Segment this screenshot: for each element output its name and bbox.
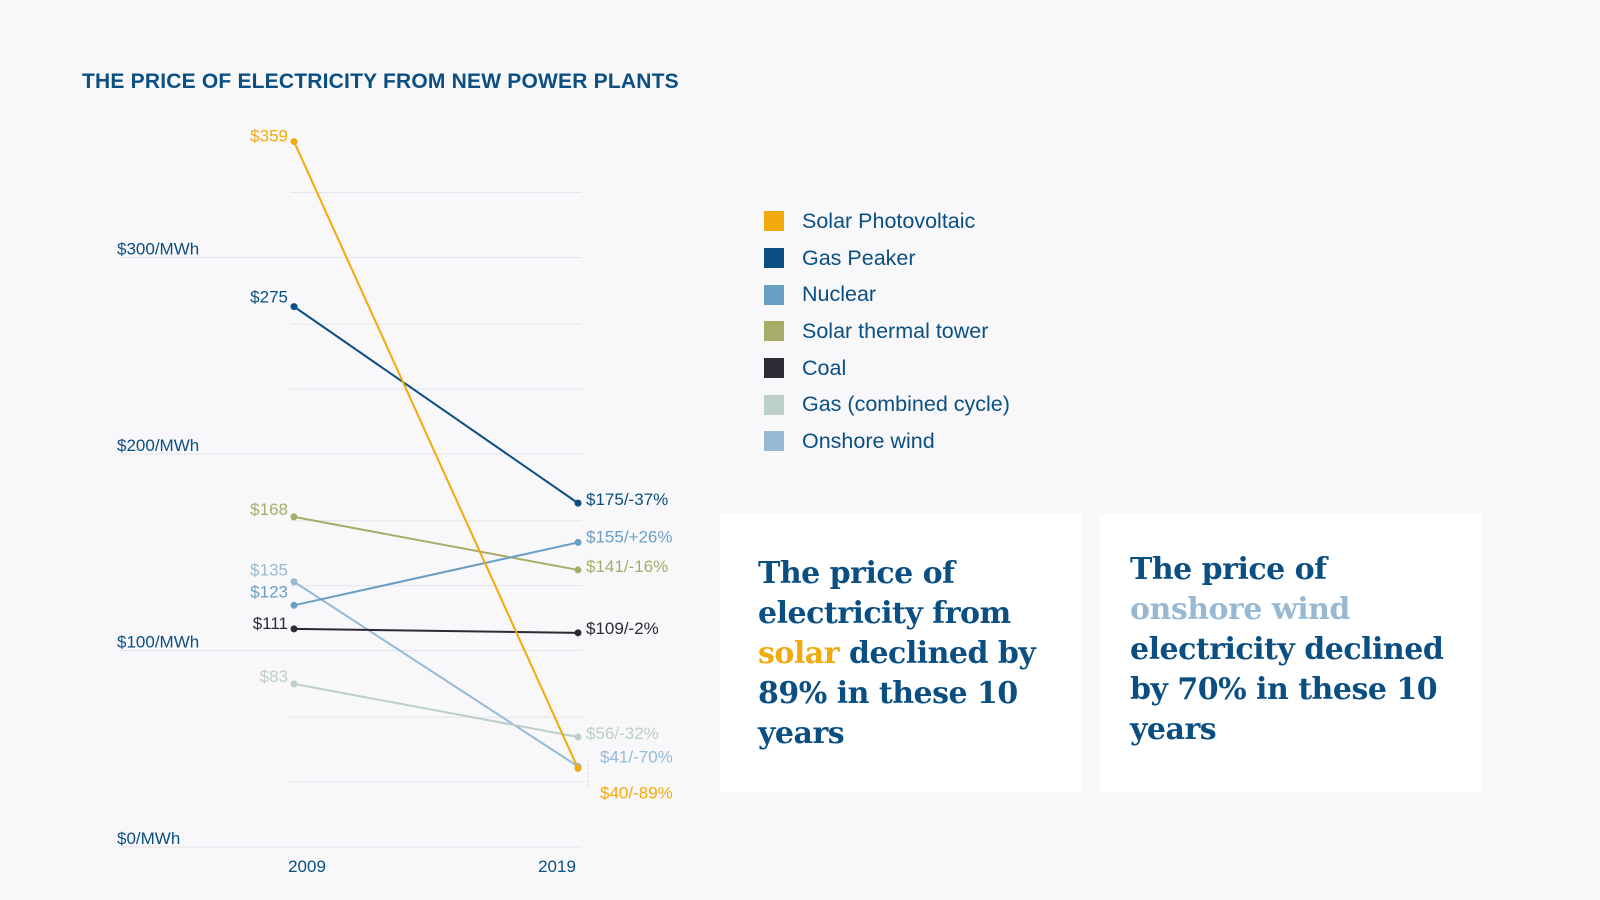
- data-point: [290, 680, 298, 688]
- solar-callout-text: The price of electricity from solar decl…: [758, 554, 1054, 754]
- legend-label: Coal: [802, 355, 847, 380]
- y-axis-labels: $0/MWh $100/MWh $200/MWh $300/MWh: [117, 240, 199, 849]
- end-value-label: $175/-37%: [586, 490, 668, 509]
- series-line: [293, 305, 579, 504]
- start-value-label: $135: [250, 561, 288, 580]
- legend-swatch: [764, 358, 784, 379]
- wind-callout-before: The price of: [1130, 552, 1327, 587]
- data-point: [574, 499, 582, 507]
- y-tick-label: $200/MWh: [117, 436, 199, 455]
- y-tick-label: $0/MWh: [117, 829, 180, 848]
- solar-callout-card: The price of electricity from solar decl…: [720, 514, 1082, 792]
- data-point: [574, 538, 582, 546]
- series-line: [293, 541, 579, 607]
- solar-callout-highlight: solar: [758, 636, 840, 671]
- data-point: [574, 733, 582, 741]
- chart-legend: Solar Photovoltaic Gas Peaker Nuclear Solar…: [764, 203, 1010, 460]
- data-point: [574, 566, 582, 574]
- legend-label: Solar thermal tower: [802, 318, 989, 343]
- legend-item: Gas Peaker: [764, 240, 1010, 277]
- legend-label: Gas (combined cycle): [802, 392, 1010, 417]
- start-value-label: $111: [253, 614, 288, 633]
- legend-item: Solar thermal tower: [764, 313, 1010, 350]
- series-line: [293, 580, 579, 768]
- x-axis-labels: 2009 2019: [288, 857, 576, 876]
- legend-item: Coal: [764, 350, 1010, 387]
- data-point: [290, 625, 298, 633]
- start-value-label: $168: [250, 500, 288, 519]
- legend-swatch: [764, 284, 784, 305]
- wind-callout-after: electricity declined by 70% in these 10 …: [1130, 632, 1444, 747]
- chart-title: THE PRICE OF ELECTRICITY FROM NEW POWER …: [82, 70, 679, 93]
- solar-callout-before: The price of electricity from: [758, 556, 1011, 631]
- legend-label: Solar Photovoltaic: [802, 208, 976, 233]
- wind-callout-text: The price of onshore wind electricity de…: [1130, 550, 1454, 750]
- start-value-label: $275: [250, 288, 288, 307]
- data-point: [574, 764, 582, 772]
- y-tick-label: $300/MWh: [117, 240, 199, 259]
- start-value-label: $83: [260, 667, 288, 686]
- data-point: [574, 629, 582, 637]
- end-value-label: $141/-16%: [586, 557, 668, 576]
- x-tick-label: 2019: [538, 857, 576, 876]
- legend-swatch: [764, 248, 784, 269]
- legend-item: Gas (combined cycle): [764, 386, 1010, 423]
- legend-swatch: [764, 394, 784, 415]
- series-labels: $359 $40/-89% $275 $175/-37% $123 $155/+26% $1…: [250, 127, 673, 803]
- data-point: [290, 578, 298, 586]
- y-tick-label: $100/MWh: [117, 633, 199, 652]
- legend-item: Onshore wind: [764, 423, 1010, 460]
- legend-item: Solar Photovoltaic: [764, 203, 1010, 240]
- legend-swatch: [764, 321, 784, 342]
- gridlines: [120, 192, 582, 848]
- legend-label: Onshore wind: [802, 428, 935, 453]
- start-value-label: $359: [250, 127, 288, 146]
- data-point: [290, 513, 298, 521]
- legend-swatch: [764, 211, 784, 232]
- legend-label: Gas Peaker: [802, 245, 916, 270]
- legend-swatch: [764, 431, 784, 452]
- series-line: [293, 682, 579, 738]
- end-value-label: $41/-70%: [600, 747, 673, 766]
- x-tick-label: 2009: [288, 857, 326, 876]
- end-value-label: $56/-32%: [586, 724, 659, 743]
- data-point: [290, 138, 298, 146]
- solar-callout-after: declined by 89% in these 10 years: [758, 636, 1036, 751]
- data-point: [290, 601, 298, 609]
- start-value-label: $123: [250, 582, 288, 601]
- legend-label: Nuclear: [802, 282, 877, 307]
- series-lines: [290, 138, 582, 772]
- end-value-label: $109/-2%: [586, 619, 659, 638]
- data-point: [290, 303, 298, 311]
- series-line: [293, 515, 579, 571]
- end-value-label: $40/-89%: [600, 783, 673, 802]
- wind-callout-highlight: onshore wind: [1130, 592, 1350, 627]
- series-line: [293, 627, 579, 634]
- series-line: [293, 141, 579, 769]
- end-value-label: $155/+26%: [586, 527, 673, 546]
- legend-item: Nuclear: [764, 276, 1010, 313]
- wind-callout-card: The price of onshore wind electricity de…: [1100, 514, 1482, 792]
